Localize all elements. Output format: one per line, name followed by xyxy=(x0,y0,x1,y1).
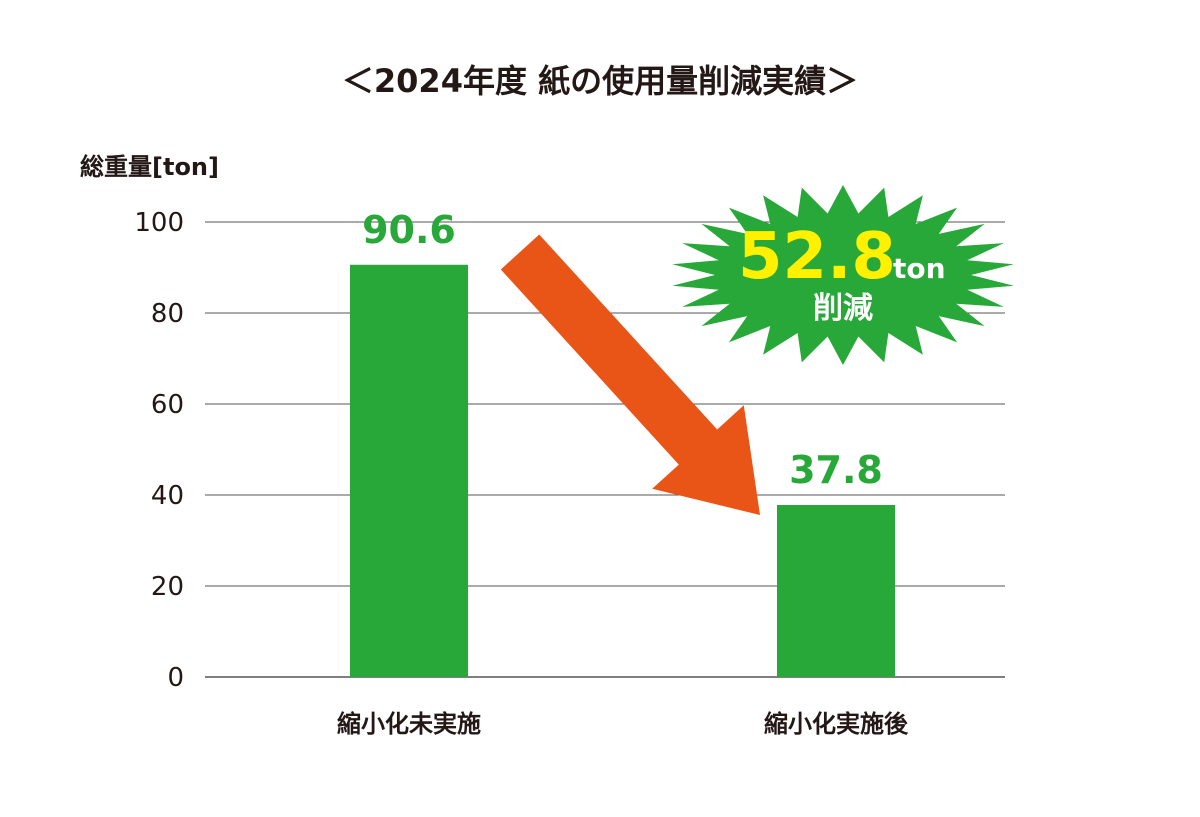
burst-layer: 52.8 ton 削減 xyxy=(672,185,1014,365)
grid-layer: 0 20 40 60 80 100 xyxy=(134,208,1005,693)
bar xyxy=(350,264,468,677)
y-tick-label: 60 xyxy=(151,390,184,420)
y-tick-label: 40 xyxy=(151,481,184,511)
reduction-arrow xyxy=(500,234,760,515)
bar xyxy=(777,505,895,677)
y-tick-label: 20 xyxy=(151,572,184,602)
arrow-layer xyxy=(500,234,760,515)
y-tick-label: 0 xyxy=(167,663,184,693)
reduction-number: 52.8 xyxy=(738,220,896,294)
x-category-label: 縮小化実施後 xyxy=(764,710,909,738)
y-tick-label: 100 xyxy=(134,208,184,238)
reduction-unit: ton xyxy=(893,252,946,285)
bar-value-label: 37.8 xyxy=(789,448,883,492)
x-category-label: 縮小化未実施 xyxy=(337,710,481,738)
bar-value-label: 90.6 xyxy=(362,208,456,252)
chart-title: ＜2024年度 紙の使用量削減実績＞ xyxy=(342,62,858,100)
y-tick-label: 80 xyxy=(151,299,184,329)
bar-layer: 90.6 縮小化未実施 37.8 縮小化実施後 xyxy=(337,208,909,738)
reduction-label: 削減 xyxy=(813,291,873,326)
starburst-badge xyxy=(672,185,1014,365)
y-axis-label: 総重量[ton] xyxy=(80,153,219,181)
